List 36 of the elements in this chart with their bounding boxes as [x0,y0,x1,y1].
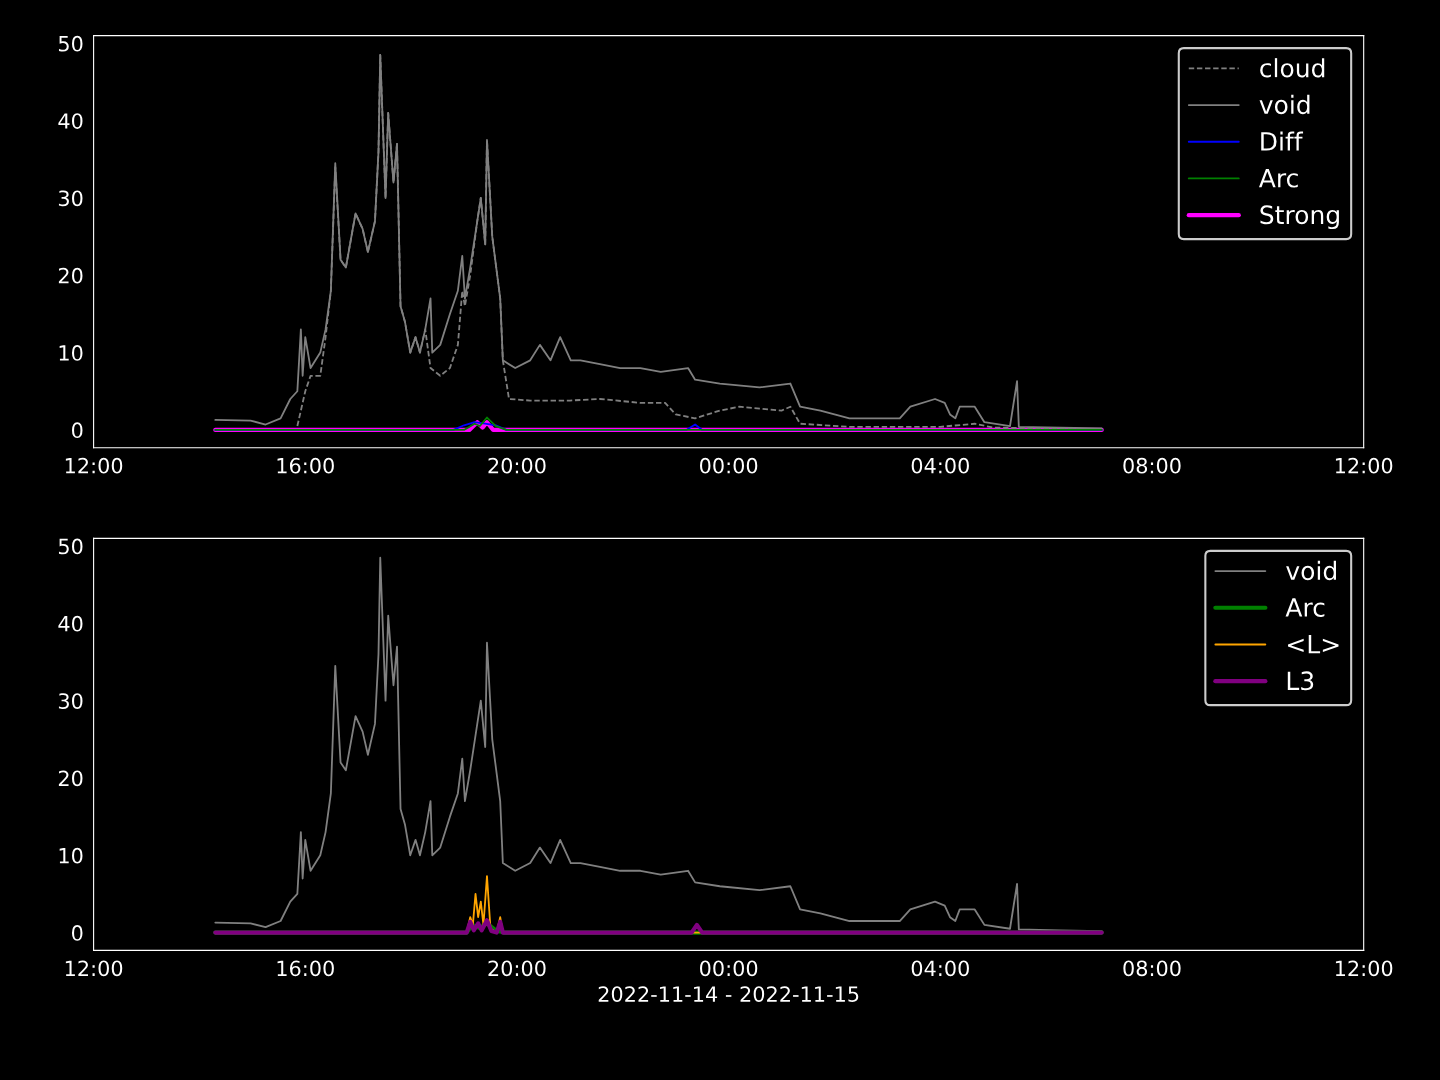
x-tick-label: 12:00 [65,960,123,977]
x-tick-label: 12:00 [1335,960,1393,977]
legend-label: <L> [1288,635,1339,654]
legend-label: L3 [1287,671,1314,691]
y-tick-label: 10 [59,345,83,361]
x-tick-label: 12:00 [1335,457,1393,474]
legend-label: Arc [1285,598,1325,617]
x-tick-label: 08:00 [1123,960,1181,977]
legend-label: cloud [1260,58,1325,78]
x-tick-label: 04:00 [911,457,969,474]
legend-label: Diff [1261,131,1304,151]
y-tick-label: 40 [58,615,83,632]
x-tick-label: 12:00 [65,457,123,474]
legend-label: void [1259,94,1310,115]
y-tick-label: 30 [58,693,83,709]
y-tick-label: 50 [58,538,83,555]
x-tick-label: 08:00 [1123,457,1181,474]
x-tick-label: 00:00 [699,960,758,977]
x-tick-label: 20:00 [488,457,546,474]
y-tick-label: 30 [58,190,83,207]
legend-label: void [1286,560,1336,581]
y-tick-label: 0 [72,925,83,941]
x-tick-label: 16:00 [277,960,334,977]
x-tick-label: 16:00 [277,457,334,474]
x-tick-label: 20:00 [488,960,546,977]
y-tick-label: 0 [72,422,83,439]
y-tick-label: 10 [59,847,83,864]
x-axis-title: 2022-11-14 - 2022-11-15 [598,986,859,1002]
x-tick-label: 00:00 [699,457,758,474]
x-tick-label: 04:00 [911,960,969,977]
y-tick-label: 20 [58,267,83,284]
legend-label: Arc [1258,169,1298,188]
y-tick-label: 40 [58,113,83,129]
y-tick-label: 20 [58,770,83,787]
y-tick-label: 50 [58,35,83,52]
legend-label: Strong [1260,205,1339,230]
